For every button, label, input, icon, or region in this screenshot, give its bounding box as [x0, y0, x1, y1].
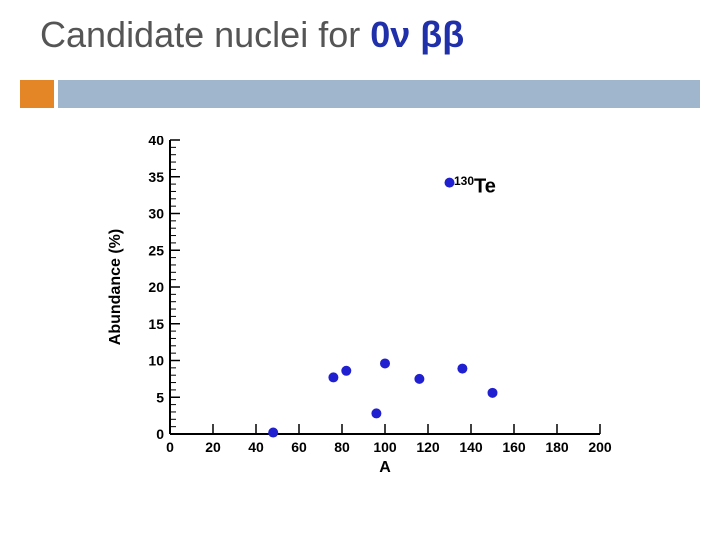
svg-text:0: 0 [166, 439, 174, 455]
svg-text:10: 10 [148, 353, 164, 369]
svg-text:60: 60 [291, 439, 307, 455]
title-emphasis: 0ν ββ [370, 14, 464, 55]
svg-text:5: 5 [156, 389, 164, 405]
title-plain: Candidate nuclei for [40, 14, 370, 55]
svg-text:15: 15 [148, 316, 164, 332]
svg-text:160: 160 [502, 439, 526, 455]
isotope-annotation: 130Te [454, 174, 496, 199]
svg-text:200: 200 [588, 439, 612, 455]
svg-text:100: 100 [373, 439, 397, 455]
chart-svg: 0 20 40 60 80 100 120 140 160 180 200 0 5 10 15 20 25 30 3… [98, 136, 618, 476]
svg-text:A: A [379, 459, 391, 476]
svg-text:120: 120 [416, 439, 440, 455]
svg-text:35: 35 [148, 169, 164, 185]
accent-right [58, 80, 700, 108]
accent-bar [0, 80, 720, 108]
slide-title: Candidate nuclei for 0ν ββ [40, 14, 464, 56]
svg-text:Abundance (%): Abundance (%) [107, 229, 124, 345]
annotation-mass: 130 [454, 174, 474, 188]
svg-text:40: 40 [248, 439, 264, 455]
abundance-chart: 0 20 40 60 80 100 120 140 160 180 200 0 5 10 15 20 25 30 3… [98, 136, 618, 476]
svg-text:25: 25 [148, 242, 164, 258]
slide: Candidate nuclei for 0ν ββ 0204060801001… [0, 0, 720, 540]
accent-left [20, 80, 54, 108]
svg-text:20: 20 [148, 279, 164, 295]
svg-text:30: 30 [148, 206, 164, 222]
svg-text:40: 40 [148, 136, 164, 148]
annotation-element: Te [474, 176, 496, 198]
svg-text:180: 180 [545, 439, 569, 455]
svg-text:80: 80 [334, 439, 350, 455]
svg-text:140: 140 [459, 439, 483, 455]
svg-text:20: 20 [205, 439, 221, 455]
svg-text:0: 0 [156, 426, 164, 442]
